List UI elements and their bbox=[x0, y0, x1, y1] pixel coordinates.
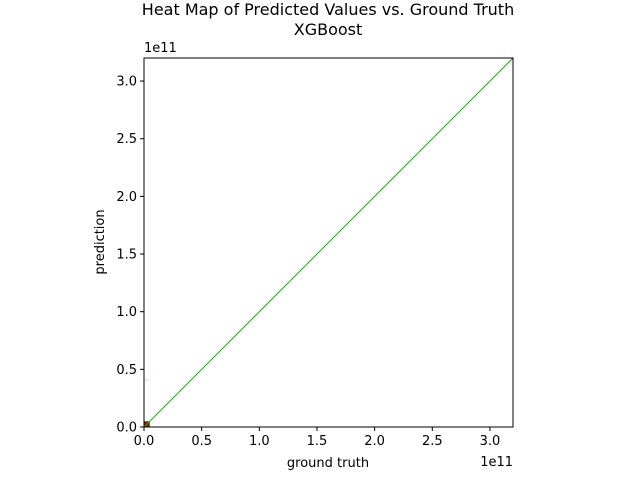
y-tick-label: 0.5 bbox=[116, 363, 137, 378]
x-tick-label: 0.0 bbox=[134, 434, 155, 449]
plot-frame bbox=[143, 57, 514, 428]
y-tick-label: 0.0 bbox=[116, 421, 137, 436]
y-tick-label: 1.0 bbox=[116, 305, 137, 320]
identity-line bbox=[143, 57, 514, 428]
heatmap-cell bbox=[144, 378, 150, 381]
y-tick-label: 3.0 bbox=[116, 75, 137, 90]
x-tick-label: 1.5 bbox=[307, 434, 328, 449]
x-tick-label: 1.0 bbox=[249, 434, 270, 449]
x-tick-label: 2.0 bbox=[364, 434, 385, 449]
y-axis-ticks: 0.0 0.5 1.0 1.5 2.0 2.5 3.0 bbox=[116, 75, 144, 436]
y-tick-label: 2.5 bbox=[116, 132, 137, 147]
x-tick-label: 3.0 bbox=[480, 434, 501, 449]
y-tick-label: 1.5 bbox=[116, 248, 137, 263]
y-tick-label: 2.0 bbox=[116, 190, 137, 205]
chart-title: Heat Map of Predicted Values vs. Ground … bbox=[142, 0, 514, 19]
y-axis-label: prediction bbox=[93, 209, 108, 274]
x-axis-label: ground truth bbox=[287, 456, 369, 471]
x-axis-ticks: 0.0 0.5 1.0 1.5 2.0 2.5 3.0 bbox=[134, 427, 501, 449]
identity-line-layer bbox=[143, 57, 514, 428]
y-offset-label: 1e11 bbox=[144, 41, 177, 56]
chart-subtitle: XGBoost bbox=[294, 20, 363, 39]
x-tick-label: 0.5 bbox=[191, 434, 212, 449]
x-offset-label: 1e11 bbox=[480, 455, 513, 470]
heatmap-cells bbox=[144, 378, 150, 427]
x-tick-label: 2.5 bbox=[422, 434, 443, 449]
